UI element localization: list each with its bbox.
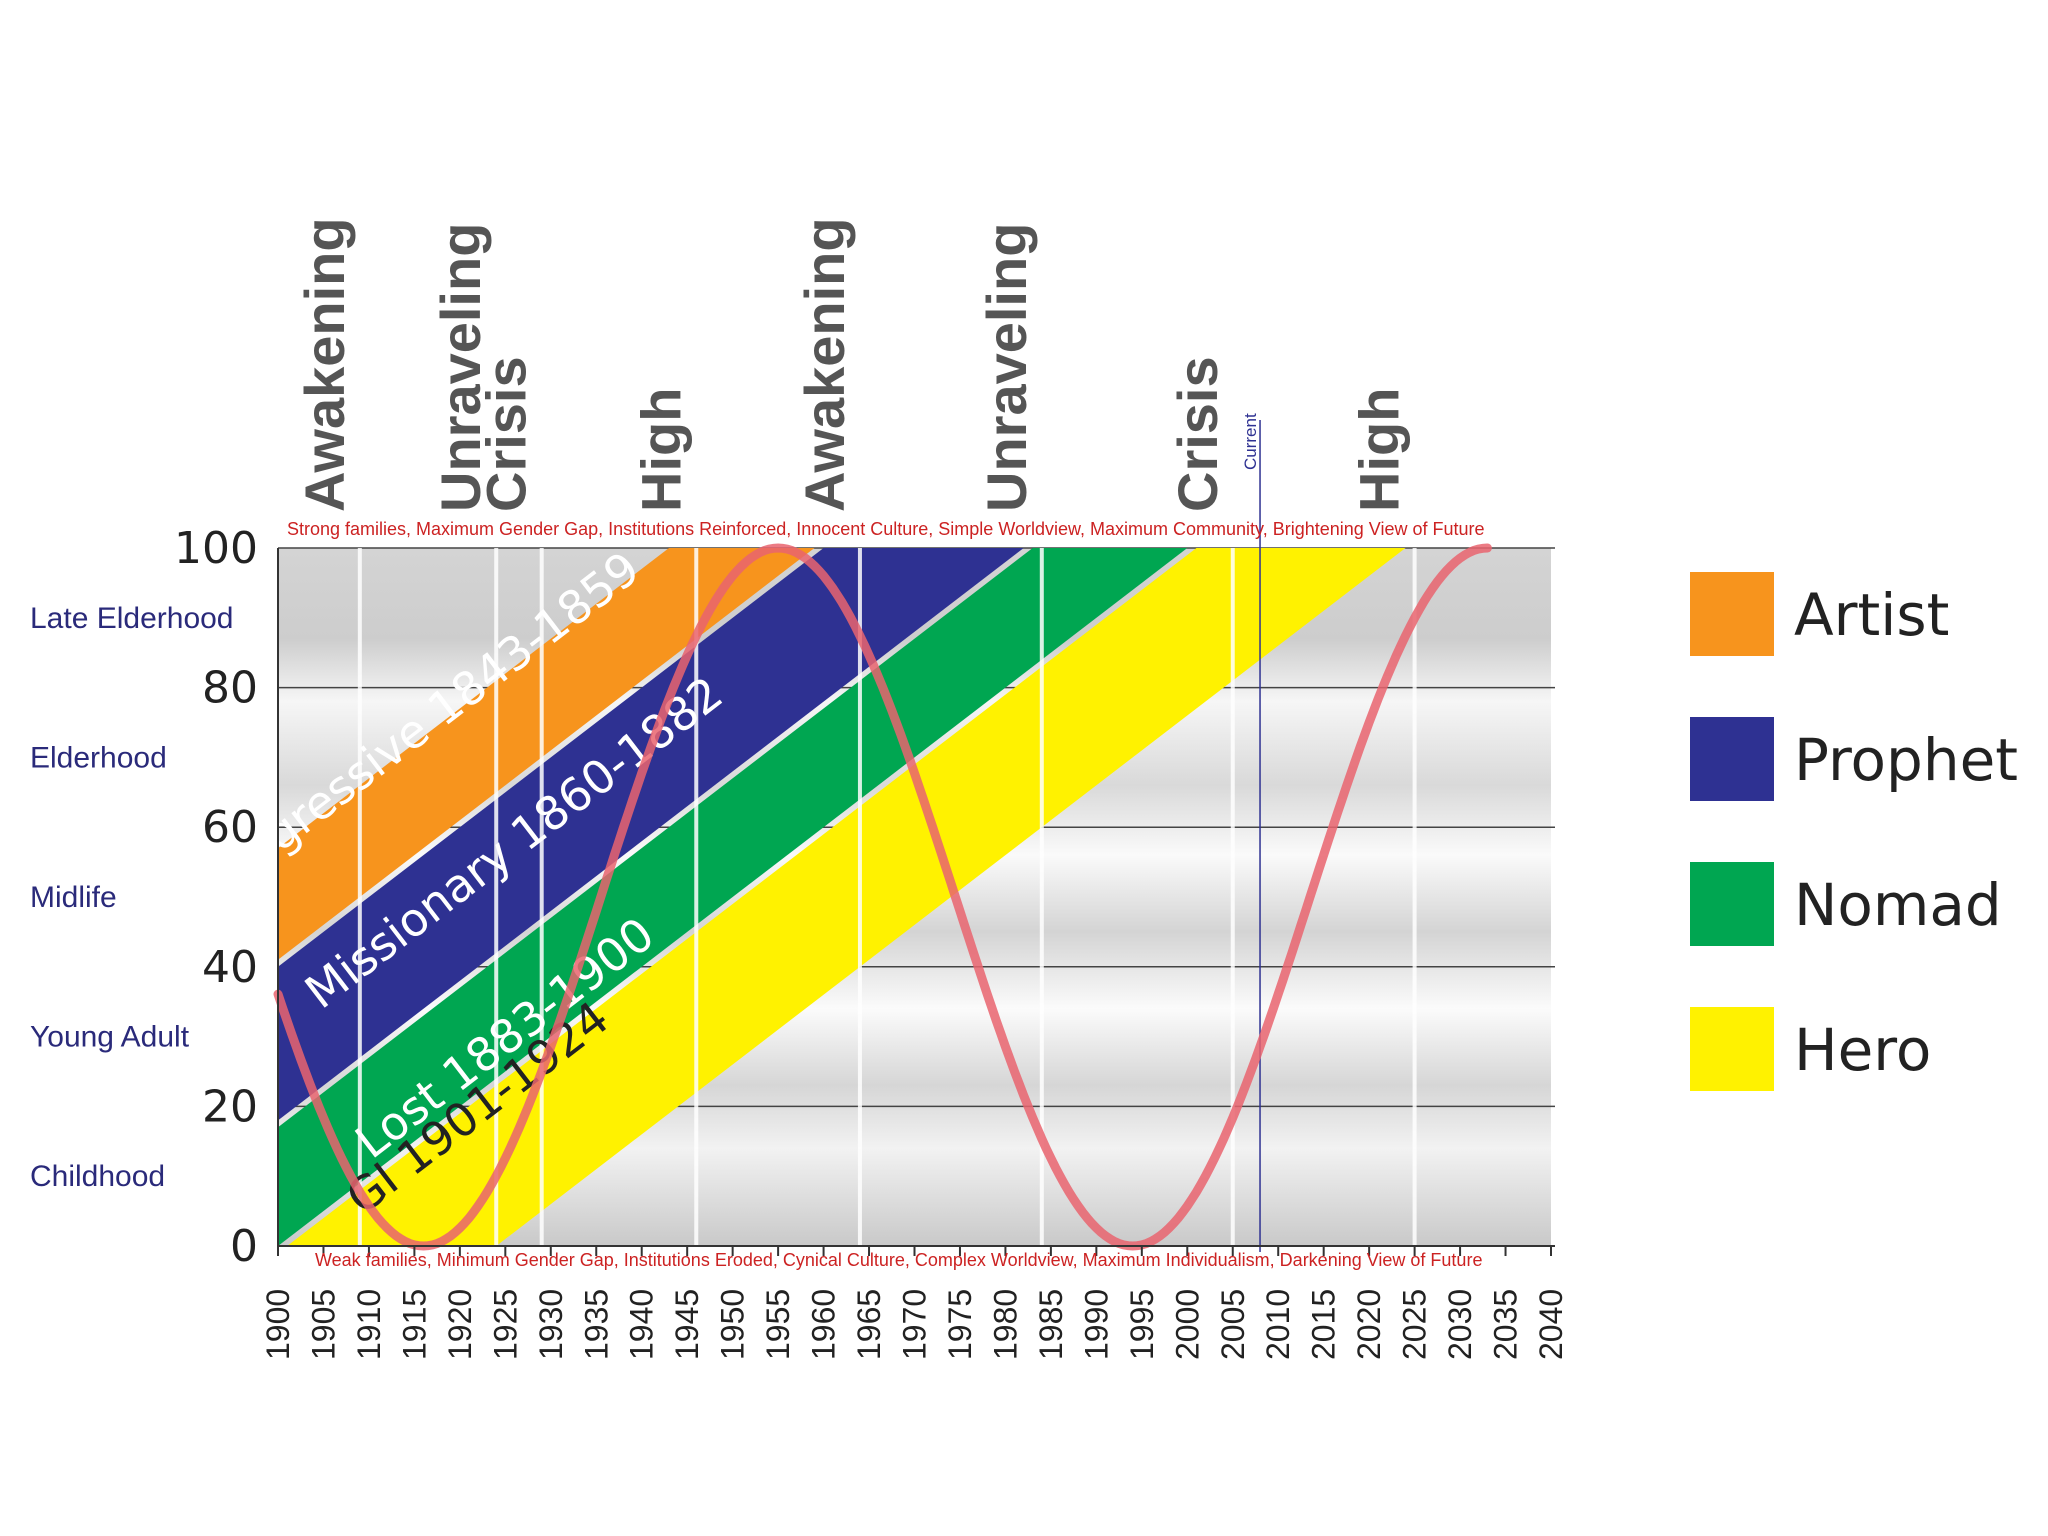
turning-label-1: Unraveling (429, 223, 492, 512)
x-tick-label-1960: 1960 (806, 1289, 842, 1360)
x-tick-label-1955: 1955 (760, 1289, 796, 1360)
x-tick-label-2040: 2040 (1533, 1289, 1569, 1360)
generation-bands (278, 548, 1406, 1246)
x-tick-label-1995: 1995 (1124, 1289, 1160, 1360)
x-tick-label-1935: 1935 (578, 1289, 614, 1360)
x-tick-label-1900: 1900 (260, 1289, 296, 1360)
turning-label-3: High (629, 388, 692, 512)
x-tick-label-2005: 2005 (1215, 1289, 1251, 1360)
band-hero (287, 548, 1406, 1246)
life-stage-1: Elderhood (30, 741, 167, 774)
turning-label-4: Awakening (793, 217, 856, 512)
x-tick-label-1945: 1945 (669, 1289, 705, 1360)
x-tick-label-2025: 2025 (1397, 1289, 1433, 1360)
x-tick-label-1965: 1965 (851, 1289, 887, 1360)
turning-label-6: Crisis (1166, 356, 1229, 512)
life-stage-0: Late Elderhood (30, 602, 234, 635)
y-tick-label-40: 40 (202, 942, 258, 993)
legend-label-artist: Artist (1794, 581, 1949, 649)
x-tick-label-2035: 2035 (1488, 1289, 1524, 1360)
x-tick-label-1975: 1975 (942, 1289, 978, 1360)
x-tick-label-2015: 2015 (1306, 1289, 1342, 1360)
turning-label-0: Awakening (293, 217, 356, 512)
x-tick-label-1930: 1930 (533, 1289, 569, 1360)
x-tick-label-1990: 1990 (1078, 1289, 1114, 1360)
legend: Artist Prophet Nomad Hero (1690, 572, 2018, 1091)
turning-label-2: Crisis (475, 356, 538, 512)
x-tick-label-2020: 2020 (1351, 1289, 1387, 1360)
y-tick-label-20: 20 (202, 1081, 258, 1132)
y-tick-label-0: 0 (230, 1221, 258, 1272)
x-tick-label-1915: 1915 (396, 1289, 432, 1360)
bottom-caption: Weak families, Minimum Gender Gap, Insti… (315, 1250, 1482, 1270)
top-caption: Strong families, Maximum Gender Gap, Ins… (287, 519, 1485, 539)
life-stage-3: Young Adult (30, 1021, 190, 1054)
x-tick-label-2030: 2030 (1442, 1289, 1478, 1360)
x-tick-label-2000: 2000 (1169, 1289, 1205, 1360)
legend-swatch-prophet (1690, 717, 1774, 801)
band-prophet (278, 548, 1024, 1121)
x-tick-label-1970: 1970 (897, 1289, 933, 1360)
turning-label-7: High (1348, 388, 1411, 512)
current-label: Current (1241, 413, 1260, 470)
band-artist (278, 548, 815, 960)
life-stage-4: Childhood (30, 1160, 165, 1193)
band-nomad (278, 548, 1188, 1246)
x-tick-label-1925: 1925 (487, 1289, 523, 1360)
mood-curve-line (273, 543, 1492, 1251)
y-tick-label-100: 100 (174, 523, 258, 574)
mood-curve (273, 543, 1492, 1251)
legend-swatch-hero (1690, 1007, 1774, 1091)
y-tick-label-80: 80 (202, 663, 258, 714)
x-tick-label-1920: 1920 (442, 1289, 478, 1360)
x-tick-label-1905: 1905 (305, 1289, 341, 1360)
x-tick-label-1950: 1950 (715, 1289, 751, 1360)
turning-label-5: Unraveling (975, 223, 1038, 512)
x-tick-label-1980: 1980 (987, 1289, 1023, 1360)
x-tick-label-1910: 1910 (351, 1289, 387, 1360)
x-tick-label-1985: 1985 (1033, 1289, 1069, 1360)
x-tick-label-1940: 1940 (624, 1289, 660, 1360)
legend-label-prophet: Prophet (1794, 726, 2018, 794)
legend-swatch-nomad (1690, 862, 1774, 946)
legend-swatch-artist (1690, 572, 1774, 656)
y-tick-label-60: 60 (202, 802, 258, 853)
legend-label-hero: Hero (1794, 1016, 1931, 1084)
x-tick-label-2010: 2010 (1260, 1289, 1296, 1360)
life-stage-2: Midlife (30, 881, 117, 914)
life-stage-labels: Late Elderhood Elderhood Midlife Young Adul… (30, 602, 234, 1193)
legend-label-nomad: Nomad (1794, 871, 2002, 939)
